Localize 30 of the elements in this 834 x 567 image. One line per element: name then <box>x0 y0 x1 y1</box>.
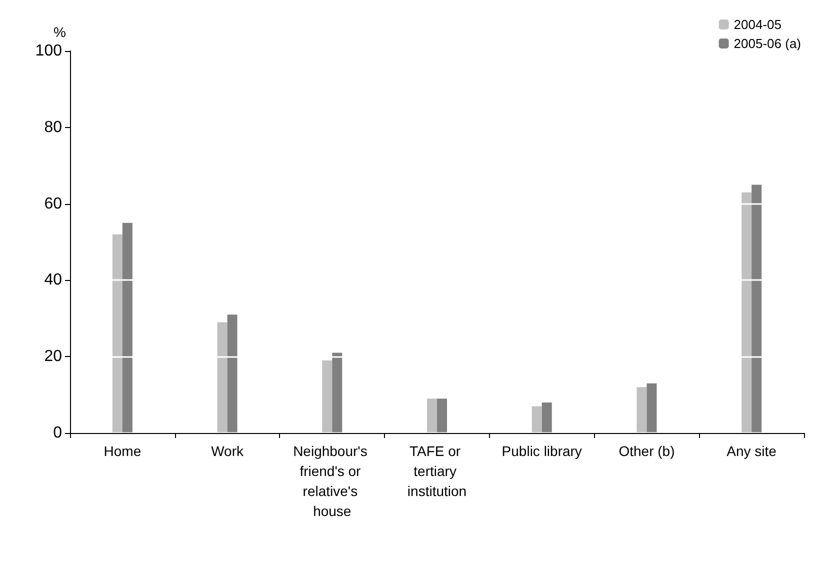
bar <box>217 322 228 433</box>
bar <box>542 402 552 433</box>
x-tick-label: Public library <box>502 443 582 459</box>
x-tick-label: Home <box>104 443 142 459</box>
x-tick-label: TAFE or tertiary institution <box>407 443 467 499</box>
y-axis-title: % <box>54 24 66 40</box>
legend-label: 2004-05 <box>734 17 782 32</box>
x-tick-label: Neighbour's friend's or relative's house <box>293 443 372 519</box>
bar <box>437 398 447 433</box>
bar <box>646 383 657 433</box>
bar <box>752 184 762 433</box>
legend-label: 2005-06 (a) <box>734 36 802 51</box>
bar <box>122 222 132 433</box>
bar <box>332 352 342 433</box>
bar <box>322 360 332 433</box>
y-tick-label: 100 <box>35 42 62 60</box>
bar <box>227 314 238 433</box>
x-tick-label: Work <box>211 443 244 459</box>
bar <box>112 234 122 433</box>
bar <box>532 406 542 433</box>
y-tick-label: 0 <box>53 424 62 442</box>
bar <box>427 398 437 433</box>
y-tick-label: 80 <box>44 118 62 136</box>
y-tick-label: 40 <box>44 272 62 289</box>
bar <box>636 387 647 433</box>
x-tick-label: Any site <box>726 443 777 459</box>
y-tick-label: 60 <box>44 195 62 212</box>
x-tick-label: Other (b) <box>618 443 675 459</box>
y-tick-label: 20 <box>44 348 62 366</box>
bar <box>742 192 752 433</box>
